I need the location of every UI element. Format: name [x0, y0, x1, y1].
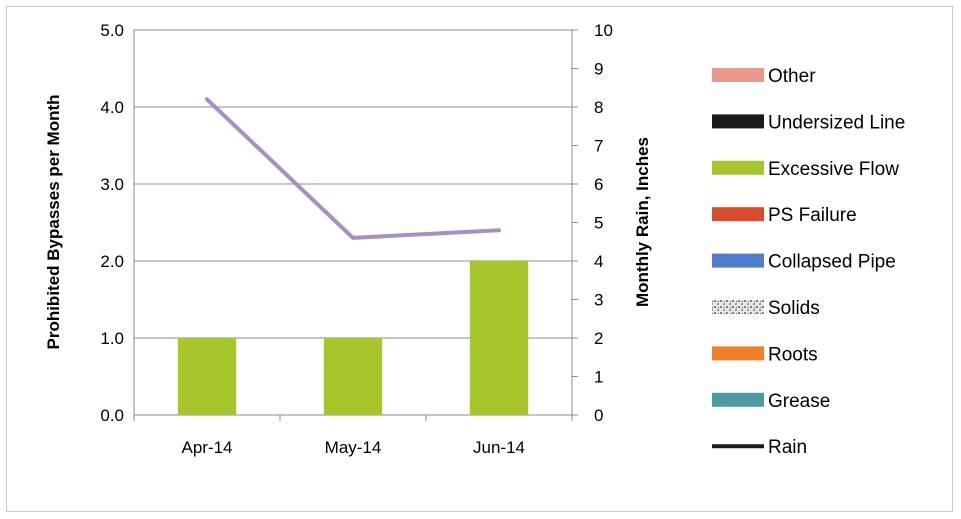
legend-label: Excessive Flow — [768, 159, 899, 180]
chart-frame — [6, 6, 953, 512]
legend-swatch — [712, 114, 764, 129]
y2-tick-label: 1 — [594, 368, 603, 387]
legend-label: PS Failure — [768, 205, 857, 226]
bars — [177, 261, 529, 415]
legend-item-solids: Solids — [712, 298, 820, 319]
x-tick-label: May-14 — [325, 438, 382, 457]
legend: Other Undersized Line Excessive Flow PS Fai… — [712, 66, 905, 458]
legend-swatch — [712, 207, 764, 222]
x-tick-label: Jun-14 — [473, 438, 525, 457]
legend-item-roots: Roots — [712, 344, 818, 365]
bar-excessive-flow — [177, 338, 237, 415]
legend-swatch — [712, 392, 764, 407]
y2-tick-label: 9 — [594, 60, 603, 79]
legend-item-grease: Grease — [712, 391, 830, 412]
x-tick-label: Apr-14 — [181, 438, 232, 457]
legend-label: Roots — [768, 344, 818, 365]
y2-tick-label: 0 — [594, 406, 603, 425]
y2-tick-label: 10 — [594, 21, 613, 40]
y-axis-title: Prohibited Bypasses per Month — [44, 94, 63, 349]
legend-label: Solids — [768, 298, 820, 319]
legend-item-excessive-flow: Excessive Flow — [712, 159, 899, 180]
y2-tick-label: 2 — [594, 329, 603, 348]
y-tick-label: 5.0 — [100, 21, 124, 40]
legend-item-ps-failure: PS Failure — [712, 205, 857, 226]
legend-label: Undersized Line — [768, 112, 905, 133]
y2-tick-label: 3 — [594, 291, 603, 310]
tick-labels: 0.0 1.0 2.0 3.0 4.0 5.0 0 1 2 3 4 5 6 7 8 9 10 Apr-14 May-… — [100, 21, 613, 457]
y-tick-label: 3.0 — [100, 175, 124, 194]
legend-item-other: Other — [712, 66, 816, 87]
rain-line-path — [205, 97, 501, 240]
legend-item-rain: Rain — [712, 437, 807, 458]
legend-swatch — [712, 68, 764, 82]
legend-item-collapsed-pipe: Collapsed Pipe — [712, 252, 896, 273]
legend-label: Rain — [768, 437, 807, 458]
bar-excessive-flow — [323, 338, 383, 415]
y-tick-label: 4.0 — [100, 98, 124, 117]
legend-item-undersized-line: Undersized Line — [712, 112, 905, 133]
y-tick-label: 2.0 — [100, 252, 124, 271]
legend-label: Collapsed Pipe — [768, 252, 896, 273]
legend-label: Grease — [768, 391, 830, 412]
y2-axis-title: Monthly Rain, Inches — [633, 137, 652, 307]
y2-tick-label: 7 — [594, 137, 603, 156]
y2-tick-label: 4 — [594, 252, 603, 271]
y-tick-label: 0.0 — [100, 406, 124, 425]
y-tick-label: 1.0 — [100, 329, 124, 348]
legend-swatch — [712, 160, 764, 175]
legend-swatch — [712, 253, 764, 268]
legend-swatch — [712, 346, 764, 361]
legend-swatch — [712, 300, 764, 314]
y2-tick-label: 5 — [594, 214, 603, 233]
rain-line — [205, 97, 501, 240]
bar-excessive-flow — [469, 261, 529, 415]
legend-label: Other — [768, 66, 816, 87]
y2-tick-label: 6 — [594, 175, 603, 194]
y2-tick-label: 8 — [594, 98, 603, 117]
